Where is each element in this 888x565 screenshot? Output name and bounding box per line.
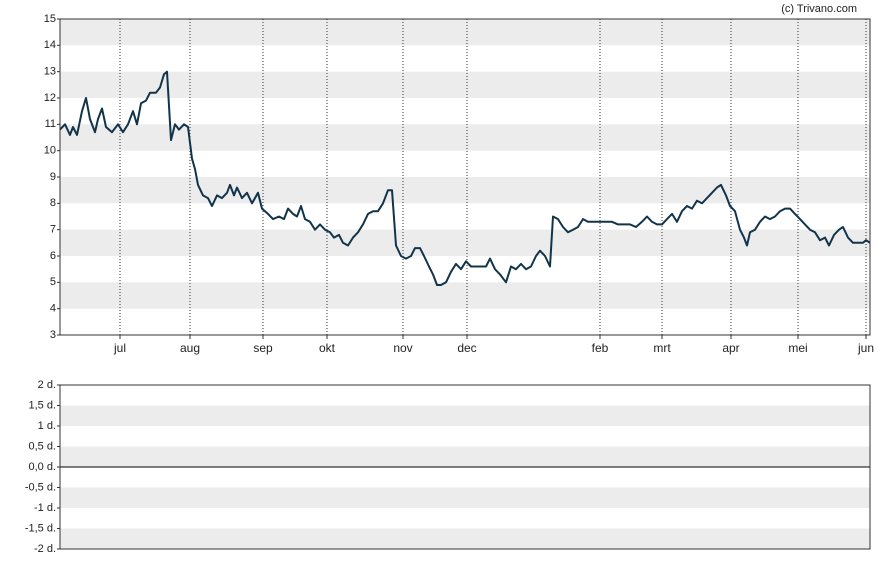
x-tick-label: dec [457,341,476,355]
y-tick-label: 1 d. [38,420,56,432]
y-tick-label: 13 [44,66,56,78]
band [60,124,870,151]
x-tick-label: feb [592,341,609,355]
y-tick-label: 0,0 d. [28,461,56,473]
x-tick-label: apr [722,341,739,355]
y-tick-label: -1 d. [34,502,56,514]
y-tick-label: 7 [50,224,56,236]
band [60,487,870,508]
y-tick-label: 5 [50,276,56,288]
x-tick-label: sep [253,341,273,355]
y-tick-label: 0,5 d. [28,440,56,452]
y-tick-label: 4 [50,303,56,315]
y-tick-label: 6 [50,250,56,262]
y-tick-label: -1,5 d. [25,522,56,534]
plot-frame [59,384,871,550]
y-tick-label: 10 [44,145,56,157]
y-tick-label: 3 [50,329,56,341]
band [60,528,870,549]
x-tick-label: jun [857,341,874,355]
band [60,405,870,426]
band [60,71,870,98]
y-tick-label: 9 [50,171,56,183]
y-tick-label: 11 [45,118,56,130]
y-tick-label: 15 [44,13,56,25]
y-tick-label: 12 [44,92,56,104]
plot-frame [59,18,871,336]
x-tick-label: nov [393,341,412,355]
y-tick-label: -2 d. [34,543,56,555]
y-tick-label: 2 d. [38,379,56,391]
band [60,282,870,309]
x-tick-label: mrt [653,341,671,355]
band [60,229,870,256]
band [60,177,870,204]
x-tick-label: okt [319,341,336,355]
y-tick-label: 1,5 d. [28,399,56,411]
band [60,446,870,467]
y-tick-label: -0,5 d. [25,481,56,493]
x-tick-label: jul [113,341,126,355]
y-tick-label: 8 [50,197,56,209]
band [60,19,870,46]
credit: (c) Trivano.com [781,3,857,15]
price-line [59,70,871,286]
x-tick-label: mei [788,341,807,355]
x-tick-label: aug [180,341,200,355]
y-tick-label: 14 [44,39,56,51]
